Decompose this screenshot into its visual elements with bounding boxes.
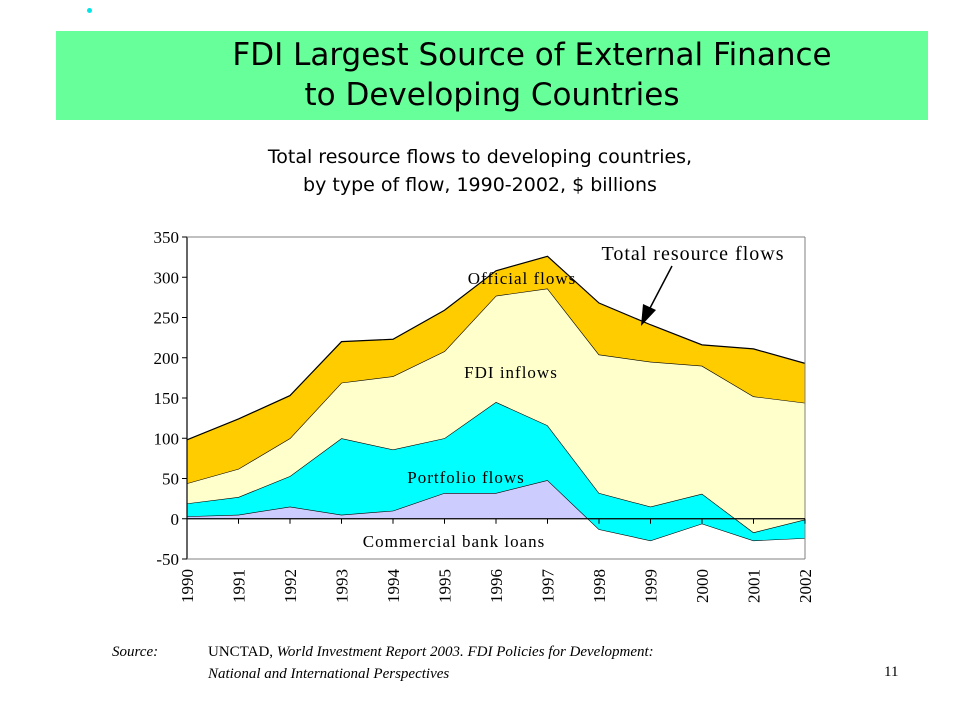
annotation-3: Portfolio flows: [407, 468, 524, 487]
bullet-1: [87, 8, 92, 13]
series-area-3: [187, 256, 805, 484]
chart-subtitle: Total resource flows to developing count…: [160, 143, 800, 199]
x-tick-labels: 1990 1991 1992 1993 1994 1995 1996 1997 1998 1999…: [178, 569, 815, 604]
source-label: Source:: [112, 644, 159, 660]
annotation-4: Commercial bank loans: [363, 532, 545, 551]
source-title-2: National and International Perspectives: [208, 666, 450, 682]
y-tick-labels: -50 0 50 100 150 200 250 300 350: [154, 228, 180, 569]
title-line-1: FDI Largest Source of External Finance: [232, 37, 832, 73]
x-tick-label: 1997: [539, 569, 558, 604]
annotation-2: FDI inflows: [464, 363, 558, 382]
y-tick-label: 350: [154, 228, 180, 247]
source-citation: UNCTAD, World Investment Report 2003. FD…: [208, 641, 868, 685]
x-tick-label: 1991: [230, 569, 249, 603]
y-tick-label: 300: [154, 268, 180, 287]
series-line-3: [186, 255, 806, 441]
subtitle-line-1: Total resource flows to developing count…: [267, 146, 693, 168]
title-line-2: to Developing Countries: [304, 77, 680, 113]
series-area-1: [187, 402, 805, 541]
x-tick-label: 1994: [384, 569, 403, 604]
y-tick-label: -50: [156, 550, 179, 569]
slide-title: FDI Largest Source of External Finance t…: [56, 31, 928, 120]
x-tick-label: 1999: [642, 569, 661, 603]
x-tick-label: 1998: [590, 569, 609, 603]
series-area-2: [187, 288, 805, 533]
annotation-0: Total resource flows: [602, 243, 785, 265]
x-tick-label: 2001: [745, 569, 764, 603]
chart-areas: [186, 255, 806, 542]
source-line-2: National and International Perspectives: [208, 663, 868, 685]
y-tick-label: 0: [171, 510, 180, 529]
x-tick-label: 1993: [333, 569, 352, 603]
annotation-1: Official flows: [468, 269, 577, 288]
x-tick-label: 2002: [796, 569, 815, 603]
annotation-arrow-line: [648, 265, 673, 311]
y-tick-label: 200: [154, 349, 180, 368]
subtitle-line-2: by type of flow, 1990-2002, $ billions: [303, 174, 657, 196]
x-tick-label: 2000: [693, 569, 712, 603]
source-line-1: UNCTAD, World Investment Report 2003. FD…: [208, 641, 868, 663]
source-org: UNCTAD,: [208, 644, 274, 660]
y-tick-label: 250: [154, 309, 180, 328]
x-tick-label: 1995: [436, 569, 455, 603]
page-number: 11: [884, 664, 899, 680]
x-tick-label: 1996: [487, 569, 506, 603]
chart-axes: [182, 236, 806, 560]
source-title: World Investment Report 2003. FDI Polici…: [276, 644, 654, 660]
y-tick-label: 100: [154, 429, 180, 448]
chart-annotations: Total resource flows Official flows FDI in…: [363, 243, 785, 551]
annotation-arrow-head: [641, 304, 656, 326]
y-tick-label: 50: [162, 470, 179, 489]
y-tick-label: 150: [154, 389, 180, 408]
x-tick-label: 1992: [281, 569, 300, 603]
x-tick-label: 1990: [178, 569, 197, 603]
